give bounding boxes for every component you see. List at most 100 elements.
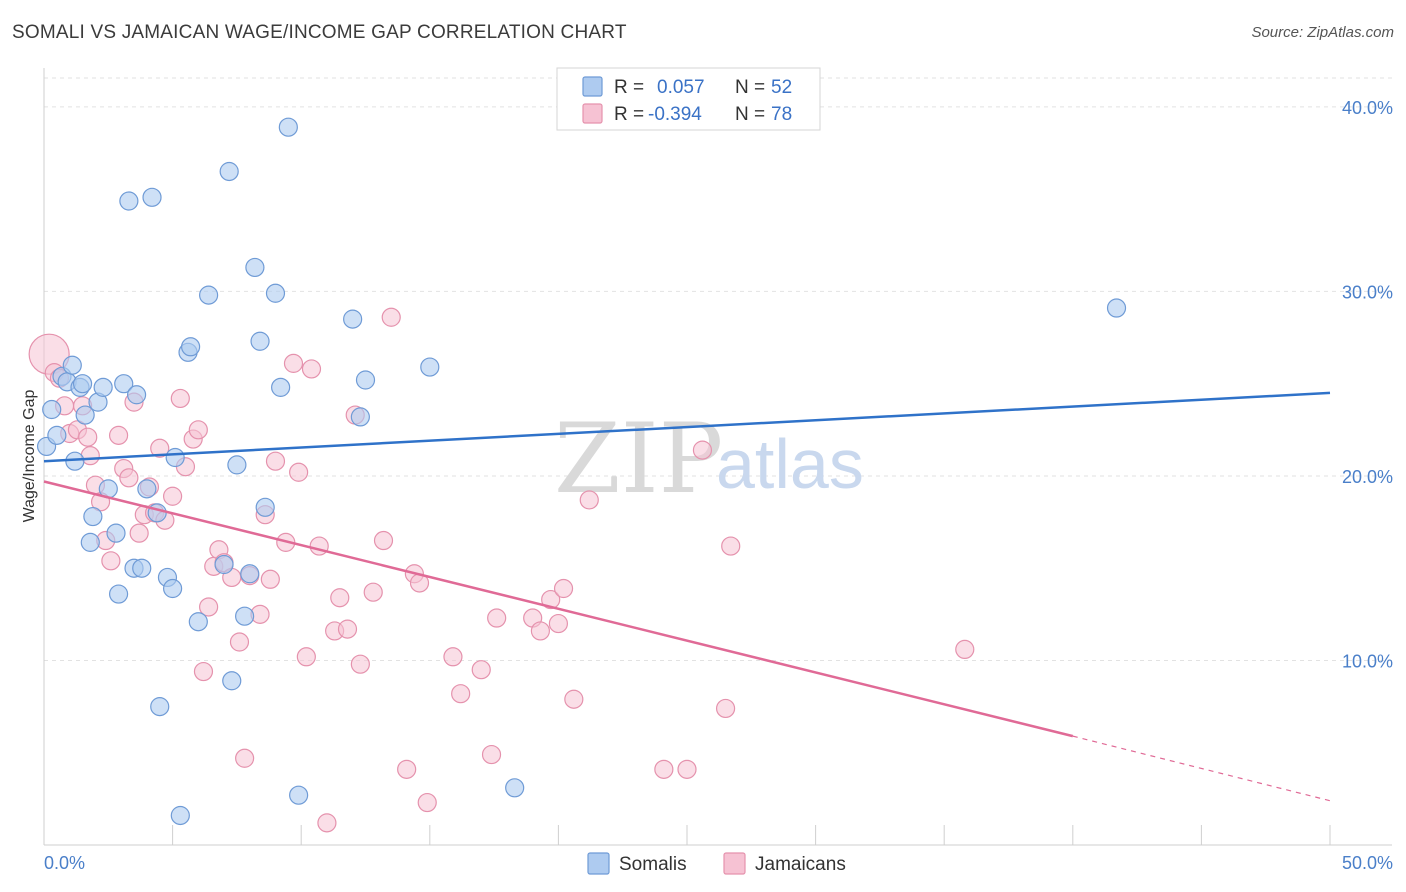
y-tick-label: 40.0% (1342, 98, 1393, 118)
somalis-point (163, 578, 183, 599)
somalis-point (72, 374, 93, 394)
somalis-point (126, 385, 147, 405)
jamaicans-trend-extension (1072, 735, 1331, 802)
jamaicans-point (129, 523, 149, 543)
somalis-point (265, 283, 286, 303)
jamaicans-point (317, 813, 337, 833)
legend-r-value: 0.057 (657, 77, 705, 98)
somalis-point (75, 405, 95, 425)
jamaicans-point (301, 359, 322, 379)
somalis-point (165, 447, 185, 468)
somalis-point (505, 778, 525, 798)
somalis-point (150, 697, 170, 717)
jamaicans-point (330, 588, 350, 608)
jamaicans-point (283, 353, 304, 373)
somalis-point (255, 497, 275, 517)
jamaicans-point (78, 427, 98, 447)
jamaicans-point (553, 578, 574, 599)
jamaicans-point (199, 597, 219, 617)
jamaicans-point (443, 647, 463, 667)
jamaicans-point (265, 451, 286, 471)
x-tick-label: 50.0% (1342, 853, 1393, 873)
somalis-point (62, 355, 82, 375)
somalis-point (350, 407, 370, 427)
trend-lines (43, 391, 1331, 802)
y-tick-label: 20.0% (1342, 467, 1393, 487)
somalis-point (222, 671, 242, 691)
jamaicans-point (108, 425, 129, 445)
jamaicans-point (487, 608, 507, 628)
jamaicans-swatch (723, 852, 746, 875)
jamaicans-point (163, 486, 183, 506)
legend-n-label: N = (735, 77, 765, 98)
jamaicans-point (150, 438, 170, 458)
somalis-point (47, 425, 67, 445)
source-label: Source: ZipAtlas.com (1251, 24, 1394, 41)
somalis-point (132, 558, 152, 578)
somalis-point (278, 117, 298, 137)
jamaicans-point (289, 462, 309, 482)
x-tick-label: 0.0% (44, 853, 85, 873)
jamaicans-point (541, 589, 561, 610)
somalis-point (106, 523, 126, 543)
jamaicans-point (229, 632, 250, 652)
jamaicans-label: Jamaicans (755, 854, 846, 875)
jamaicans-point (654, 759, 674, 779)
series-legend: Somalis Jamaicans (587, 852, 846, 875)
somalis-point (420, 357, 440, 377)
y-axis-title: Wage/Income Gap (21, 390, 38, 523)
jamaicans-point (721, 536, 741, 556)
watermark-zip: ZIP (554, 403, 723, 515)
jamaicans-point (417, 792, 437, 813)
jamaicans-point (564, 689, 584, 709)
somalis-point (245, 257, 265, 278)
jamaicans-point (692, 440, 713, 460)
legend-n-label: N = (735, 104, 765, 125)
somalis-point (170, 805, 190, 826)
jamaicans-point (677, 759, 697, 779)
tick-labels: 10.0% 20.0% 30.0% 40.0% 0.0% 50.0% (44, 98, 1393, 873)
watermark: ZIP atlas (554, 403, 864, 515)
chart-title: SOMALI VS JAMAICAN WAGE/INCOME GAP CORRE… (12, 22, 627, 43)
somalis-point (1106, 298, 1127, 318)
jamaicans-point (188, 420, 208, 440)
somalis-point (147, 503, 167, 523)
somalis-point (235, 606, 255, 626)
jamaicans-point (170, 388, 190, 409)
jamaicans-point (715, 698, 736, 719)
somalis-point (355, 370, 376, 390)
somalis-point (42, 399, 62, 420)
somalis-point (108, 584, 129, 604)
legend-r-label: R = (614, 104, 644, 125)
somalis-legend-swatch (582, 76, 603, 97)
jamaicans-trend-line (43, 480, 1074, 738)
jamaicans-point (530, 621, 550, 641)
jamaicans-point (260, 569, 280, 589)
axes (43, 68, 1392, 846)
jamaicans-point (471, 660, 491, 680)
somalis-point (114, 374, 134, 394)
jamaicans-point (548, 613, 569, 634)
somalis-point (199, 285, 219, 305)
legend-r-value: -0.394 (648, 104, 702, 125)
jamaicans-point (101, 551, 121, 571)
y-tick-label: 30.0% (1342, 282, 1393, 302)
jamaicans-legend-swatch (582, 103, 603, 124)
somalis-point (137, 479, 157, 499)
jamaicans-point (955, 639, 975, 660)
jamaicans-point (451, 684, 471, 704)
somalis-point (271, 377, 291, 397)
jamaicans-point (363, 582, 383, 602)
jamaicans-point (397, 759, 417, 779)
jamaicans-point (579, 490, 599, 510)
somalis-label: Somalis (619, 854, 687, 875)
legend-n-value: 52 (771, 77, 792, 98)
jamaicans-point (481, 744, 502, 765)
legend-r-label: R = (614, 77, 644, 98)
somalis-point (214, 554, 234, 575)
somalis-point (227, 455, 247, 475)
somalis-point (240, 564, 260, 584)
somalis-point (142, 187, 162, 207)
somalis-point (250, 331, 270, 351)
somalis-point (188, 612, 208, 632)
